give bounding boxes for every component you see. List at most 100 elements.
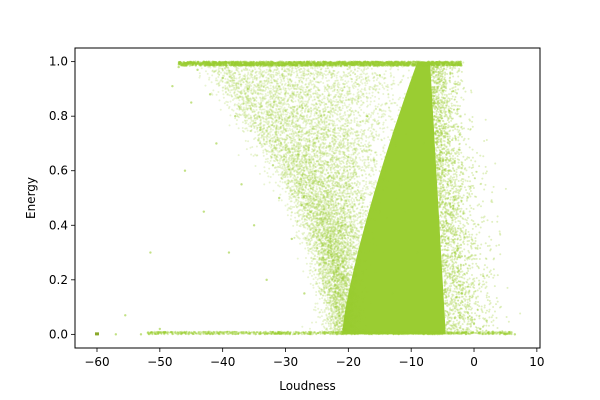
cloud-point [369, 153, 372, 156]
cloud-point [265, 143, 268, 146]
cloud-point [337, 192, 340, 195]
cloud-point [336, 117, 339, 120]
cloud-point [346, 254, 349, 257]
cloud-point [299, 162, 302, 165]
cloud-point [315, 294, 318, 297]
cloud-point [369, 218, 372, 221]
cloud-point [358, 249, 361, 252]
cloud-point [316, 179, 319, 182]
cloud-point [322, 197, 325, 200]
cloud-point [365, 214, 368, 217]
cloud-point [314, 306, 317, 309]
cloud-point [283, 70, 286, 73]
cloud-point [324, 258, 327, 261]
cloud-point [315, 281, 318, 284]
cloud-point [285, 172, 288, 175]
cloud-point [341, 303, 344, 306]
cloud-point [350, 318, 353, 321]
cloud-point [249, 121, 252, 124]
cloud-point [340, 305, 343, 308]
cloud-point [294, 204, 297, 207]
cloud-point [301, 325, 304, 328]
cloud-point [334, 161, 337, 164]
cloud-point [364, 84, 367, 87]
cloud-point [352, 111, 355, 114]
cloud-point [322, 205, 325, 208]
cloud-point [369, 103, 372, 106]
cloud-point [282, 88, 285, 91]
cloud-point [327, 79, 330, 82]
cloud-point [329, 269, 332, 272]
cloud-point [327, 106, 330, 108]
cloud-point [338, 172, 341, 175]
cloud-point [277, 126, 280, 129]
cloud-point [359, 130, 362, 133]
cloud-point [355, 239, 358, 242]
cloud-point [301, 158, 304, 161]
cloud-point [361, 189, 364, 192]
cloud-point [314, 227, 317, 230]
cloud-point [372, 159, 375, 162]
cloud-point [351, 197, 354, 200]
cloud-point [317, 307, 320, 310]
cloud-point [347, 240, 350, 243]
cloud-point [359, 323, 362, 326]
cloud-point [321, 133, 324, 136]
cloud-point [348, 185, 351, 188]
cloud-point [329, 263, 332, 266]
cloud-point [395, 128, 398, 131]
cloud-point [360, 75, 363, 78]
cloud-point [362, 72, 365, 75]
cloud-point [327, 239, 330, 242]
cloud-point [367, 166, 370, 169]
cloud-point [372, 88, 375, 91]
cloud-point [313, 177, 316, 180]
cloud-point [245, 148, 248, 151]
cloud-point [346, 216, 349, 219]
cloud-point [277, 70, 280, 73]
cloud-point [309, 272, 311, 275]
cloud-point [302, 171, 305, 174]
cloud-point [318, 95, 321, 98]
cloud-point [309, 79, 312, 82]
cloud-point [287, 105, 290, 108]
cloud-point [375, 153, 378, 156]
cloud-point [350, 146, 353, 149]
cloud-point [238, 113, 241, 116]
cloud-point [217, 84, 220, 87]
cloud-point [353, 68, 356, 71]
cloud-point [384, 173, 387, 176]
cloud-point [318, 282, 321, 285]
cloud-point [371, 185, 374, 188]
cloud-point [332, 216, 335, 219]
cloud-point [308, 176, 311, 179]
cloud-point [346, 75, 349, 78]
cloud-point [360, 134, 363, 137]
cloud-point [337, 81, 340, 84]
cloud-point [257, 84, 260, 87]
cloud-point [366, 212, 369, 215]
cloud-point [377, 119, 380, 122]
cloud-point [288, 195, 291, 198]
cloud-point [323, 216, 326, 219]
cloud-point [362, 119, 365, 122]
cloud-point [264, 80, 267, 83]
cloud-point [314, 66, 316, 69]
cloud-point [352, 268, 355, 271]
cloud-point [313, 114, 316, 117]
cloud-point [370, 114, 373, 117]
cloud-point [317, 170, 320, 173]
cloud-point [272, 173, 275, 176]
cloud-point [348, 290, 351, 293]
cloud-point [394, 198, 397, 201]
cloud-point [284, 153, 287, 156]
cloud-point [343, 86, 346, 89]
cloud-point [311, 180, 314, 183]
cloud-point [329, 158, 332, 161]
cloud-point [331, 103, 334, 106]
cloud-point [309, 265, 312, 268]
cloud-point [218, 70, 221, 73]
cloud-point [301, 187, 304, 190]
cloud-point [337, 132, 340, 135]
cloud-point [322, 151, 325, 154]
